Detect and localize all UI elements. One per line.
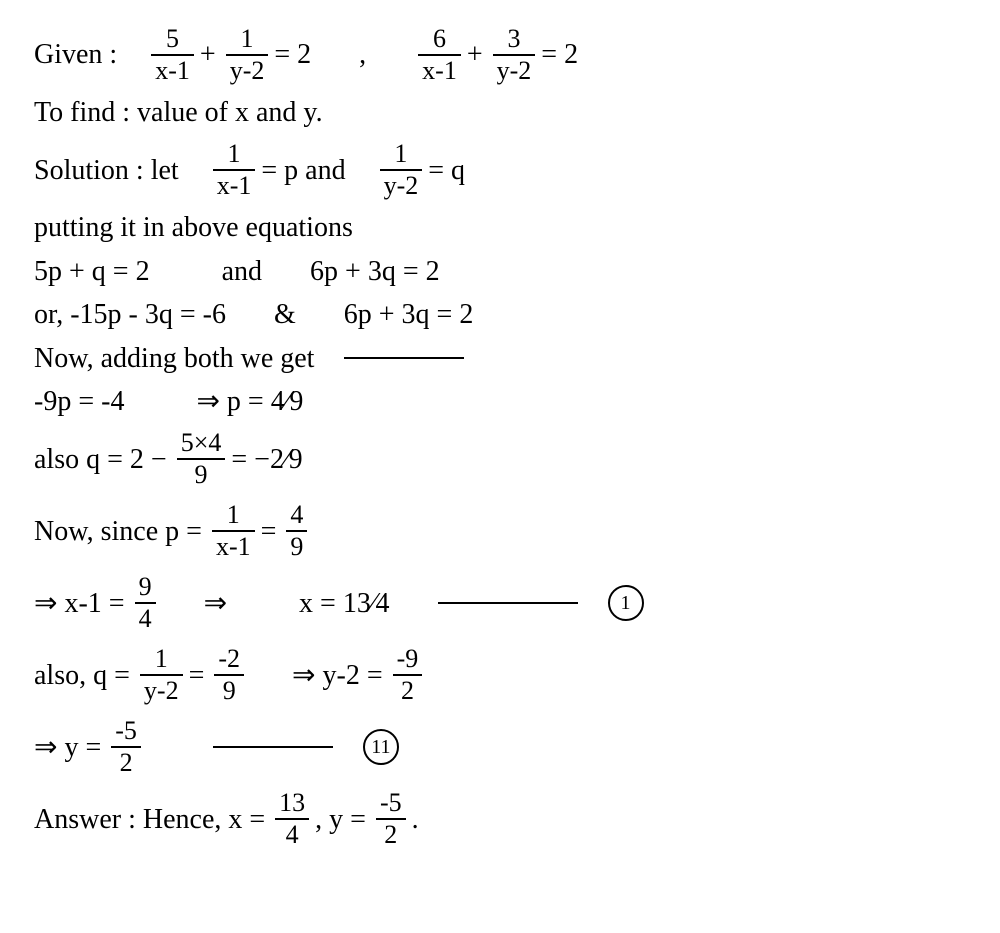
eq: = 2	[541, 40, 578, 69]
dash	[438, 602, 578, 604]
text: also q = 2 −	[34, 445, 167, 474]
dash	[213, 746, 333, 748]
line-adding: Now, adding both we get	[34, 344, 966, 373]
dash	[344, 357, 464, 359]
text: To find : value of x and y.	[34, 98, 323, 127]
text: -9p = -4	[34, 387, 124, 416]
fraction: -92	[393, 646, 423, 704]
line-also-q: also, q = 1y-2 = -29 ⇒ y-2 = -92	[34, 646, 966, 704]
step-marker-2: 11	[363, 729, 399, 765]
comma: ,	[359, 40, 366, 69]
line-since-p: Now, since p = 1x-1 = 49	[34, 502, 966, 560]
fraction: 5x-1	[151, 26, 194, 84]
text: putting it in above equations	[34, 213, 353, 242]
fraction: 94	[135, 574, 156, 632]
text: ⇒ y-2 =	[292, 661, 383, 690]
line-putting: putting it in above equations	[34, 213, 966, 242]
text: = −2⁄9	[231, 445, 302, 474]
line-tofind: To find : value of x and y.	[34, 98, 966, 127]
text: 5p + q = 2	[34, 257, 150, 286]
line-solve-q: also q = 2 − 5×49 = −2⁄9	[34, 430, 966, 488]
line-given: Given : 5x-1 + 1y-2 = 2 , 6x-1 + 3y-2 = …	[34, 26, 966, 84]
step-marker-1: 1	[608, 585, 644, 621]
text: ⇒ y =	[34, 733, 101, 762]
fraction: 1x-1	[213, 141, 256, 199]
fraction: -52	[111, 718, 141, 776]
fraction: 1y-2	[226, 26, 269, 84]
eq: =	[189, 661, 205, 690]
text: x = 13⁄4	[299, 589, 389, 618]
text: 6p + 3q = 2	[310, 257, 440, 286]
line-solution-let: Solution : let 1x-1 = p and 1y-2 = q	[34, 141, 966, 199]
text: Answer : Hence, x =	[34, 805, 265, 834]
text: &	[274, 300, 296, 329]
text: .	[412, 805, 419, 834]
line-solve-p: -9p = -4 ⇒ p = 4⁄9	[34, 387, 966, 416]
fraction: 49	[286, 502, 307, 560]
text: = p and	[261, 156, 345, 185]
fraction: 1y-2	[140, 646, 183, 704]
text: , y =	[315, 805, 366, 834]
fraction: 1x-1	[212, 502, 255, 560]
line-answer: Answer : Hence, x = 134 , y = -52 .	[34, 790, 966, 848]
text: or, -15p - 3q = -6	[34, 300, 226, 329]
text: ⇒	[204, 589, 227, 618]
fraction: 3y-2	[493, 26, 536, 84]
line-eqs1: 5p + q = 2 and 6p + 3q = 2	[34, 257, 966, 286]
text: = q	[428, 156, 465, 185]
plus: +	[200, 40, 216, 69]
text: ⇒ x-1 =	[34, 589, 125, 618]
eq: = 2	[274, 40, 311, 69]
fraction: 134	[275, 790, 309, 848]
fraction: -52	[376, 790, 406, 848]
fraction: -29	[214, 646, 244, 704]
line-x: ⇒ x-1 = 94 ⇒ x = 13⁄4 1	[34, 574, 966, 632]
text: Now, adding both we get	[34, 344, 314, 373]
fraction: 6x-1	[418, 26, 461, 84]
fraction: 1y-2	[380, 141, 423, 199]
text: 6p + 3q = 2	[344, 300, 474, 329]
plus: +	[467, 40, 483, 69]
fraction: 5×49	[177, 430, 226, 488]
text: ⇒ p = 4⁄9	[196, 387, 303, 416]
text: Now, since p =	[34, 517, 202, 546]
line-eqs2: or, -15p - 3q = -6 & 6p + 3q = 2	[34, 300, 966, 329]
text: Solution : let	[34, 156, 179, 185]
text: Given :	[34, 40, 117, 69]
eq: =	[261, 517, 277, 546]
text: and	[222, 257, 262, 286]
line-y: ⇒ y = -52 11	[34, 718, 966, 776]
text: also, q =	[34, 661, 130, 690]
